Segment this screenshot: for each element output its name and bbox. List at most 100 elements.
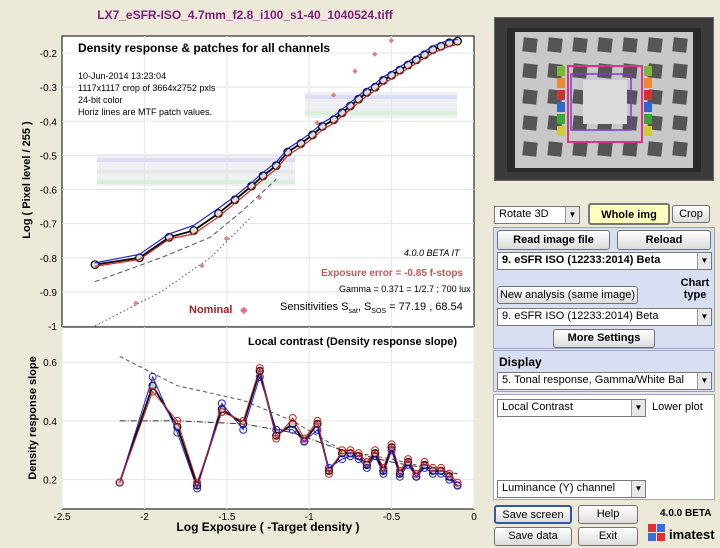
color-patch <box>557 126 565 136</box>
lower-plot-label: Lower plot <box>652 401 703 413</box>
slope-point-colored <box>313 425 322 434</box>
sensitivities-label: Sensitivities Ssat, SSOS = 77.19 , 68.54 <box>280 301 463 315</box>
color-patch <box>557 90 565 100</box>
slope-point-colored <box>148 372 157 381</box>
slope-point-colored <box>346 446 355 455</box>
crop-button[interactable]: Crop <box>672 205 710 223</box>
slope-point-colored <box>239 425 248 434</box>
exposure-error-label: Exposure error = -0.85 f-stops <box>321 268 463 279</box>
save-data-button[interactable]: Save data <box>494 527 572 546</box>
image-thumbnail[interactable] <box>494 17 714 181</box>
bottom-plot-frame <box>61 326 475 510</box>
slope-point-colored <box>217 399 226 408</box>
slope-line <box>119 366 458 485</box>
slope-point-colored <box>437 469 446 478</box>
nominal-point: ◆ <box>372 51 378 58</box>
bottom-plot-xlabel: Log Exposure ( -Target density ) <box>176 520 359 534</box>
plot-area: -0.2-0.3-0.4-0.5-0.6-0.7-0.8-0.9-1 ◆◆◆◆◆… <box>21 35 477 534</box>
bottom-plot-grid <box>61 327 475 509</box>
slope-point-colored <box>272 434 281 443</box>
nominal-point: ◆ <box>331 92 337 99</box>
mtf-patch-line-blue-left <box>97 158 295 162</box>
bottom-y-tick-label: 0.4 <box>43 417 57 428</box>
chevron-down-icon: ▼ <box>697 373 711 389</box>
slope-point-colored <box>371 446 380 455</box>
mtf-patch-line-green-left <box>97 180 295 184</box>
slope-point-colored <box>313 416 322 425</box>
reload-button[interactable]: Reload <box>617 230 711 250</box>
density-point <box>403 60 413 70</box>
chevron-down-icon: ▼ <box>565 207 579 223</box>
bottom-x-tick-label: 0 <box>471 512 477 523</box>
nominal-point: ◆ <box>133 300 139 307</box>
slope-point-colored <box>217 408 226 417</box>
bottom-plot-ylabel: Density response slope <box>27 356 39 480</box>
slope-point-colored <box>362 463 371 472</box>
bottom-plot-series <box>115 355 462 493</box>
top-plot-grid <box>62 36 474 327</box>
slope-point-colored <box>404 455 413 464</box>
density-point <box>189 226 199 235</box>
density-point <box>420 50 429 60</box>
imatest-logo-icon <box>648 524 666 542</box>
bottom-plot-axes: 0.6 0.4 0.2 -2.5 -2 -1.5 -1 -0.5 0 <box>43 358 477 523</box>
whole-img-button[interactable]: Whole img <box>588 203 670 225</box>
reference-dotted-line <box>94 216 252 327</box>
rotate-select[interactable]: Rotate 3D ▼ <box>494 206 580 224</box>
slope-point-colored <box>445 475 454 484</box>
top-info-lines: Horiz lines are MTF patch values. <box>78 107 212 117</box>
center-patch-area <box>583 80 627 124</box>
top-y-tick-label: -0.9 <box>40 288 58 299</box>
slanted-edge-square <box>522 115 538 131</box>
slope-point-colored <box>362 458 371 467</box>
gamma-label: Gamma = 0.371 = 1/2.7 ; 700 lux <box>339 284 471 294</box>
slope-point-colored <box>239 416 248 425</box>
more-settings-button[interactable]: More Settings <box>553 329 655 348</box>
slanted-edge-square <box>597 63 613 79</box>
slanted-edge-square <box>622 141 638 157</box>
slope-point-colored <box>420 463 429 472</box>
bottom-x-tick-label: -0.5 <box>383 512 401 523</box>
slanted-edge-square <box>672 89 688 105</box>
chart-select[interactable]: 9. eSFR ISO (12233:2014) Beta ▼ <box>497 252 712 270</box>
slope-point-colored <box>324 469 333 478</box>
read-image-button[interactable]: Read image file <box>497 230 610 250</box>
slope-point-colored <box>428 463 437 472</box>
chevron-down-icon: ▼ <box>631 400 645 416</box>
new-analysis-button[interactable]: New analysis (same image) <box>497 286 638 304</box>
density-point <box>164 232 174 242</box>
color-patch <box>644 102 652 112</box>
top-y-tick-label: -0.6 <box>40 186 58 197</box>
slope-point-colored <box>173 416 182 425</box>
density-point <box>387 70 397 80</box>
chart-type-label: Chart type <box>680 277 710 301</box>
nominal-point: ◆ <box>199 263 205 270</box>
app-version: 4.0.0 BETA <box>660 508 712 519</box>
window-title: LX7_eSFR-ISO_4.7mm_f2.8_i100_s1-40_10405… <box>97 8 393 22</box>
top-plot-ylabel: Log ( Pixel level / 255 ) <box>21 121 33 239</box>
slanted-edge-square <box>672 37 688 53</box>
save-screen-button[interactable]: Save screen <box>494 505 572 524</box>
top-y-tick-label: -0.3 <box>40 83 58 94</box>
chart-type-select[interactable]: 9. eSFR ISO (12233:2014) Beta ▼ <box>497 308 712 326</box>
help-button[interactable]: Help <box>578 505 638 524</box>
exit-button[interactable]: Exit <box>578 527 638 546</box>
density-point <box>395 65 405 75</box>
top-plot-title: Density response & patches for all chann… <box>78 41 330 55</box>
slope-point-colored <box>338 446 347 455</box>
slope-point-colored <box>379 469 388 478</box>
slanted-edge-square <box>572 141 588 157</box>
nominal-point: ◆ <box>314 119 320 126</box>
slanted-edge-square <box>572 63 588 79</box>
top-plot-series: ◆ ◆ ◆ ◆ ◆ ◆ ◆ ◆ ◆ ◆ <box>90 36 462 327</box>
slanted-edge-square <box>572 37 588 53</box>
color-patch <box>557 66 565 76</box>
nominal-point: ◆ <box>352 68 358 75</box>
display-select[interactable]: 5. Tonal response, Gamma/White Bal ▼ <box>497 372 712 390</box>
lower-plot-select[interactable]: Local Contrast ▼ <box>497 399 646 417</box>
slope-point <box>346 449 355 458</box>
color-patch <box>644 114 652 124</box>
slope-point-colored <box>193 478 202 487</box>
top-info-crop: 1117x1117 crop of 3664x2752 pxls <box>78 83 216 93</box>
channel-select[interactable]: Luminance (Y) channel ▼ <box>497 480 646 498</box>
